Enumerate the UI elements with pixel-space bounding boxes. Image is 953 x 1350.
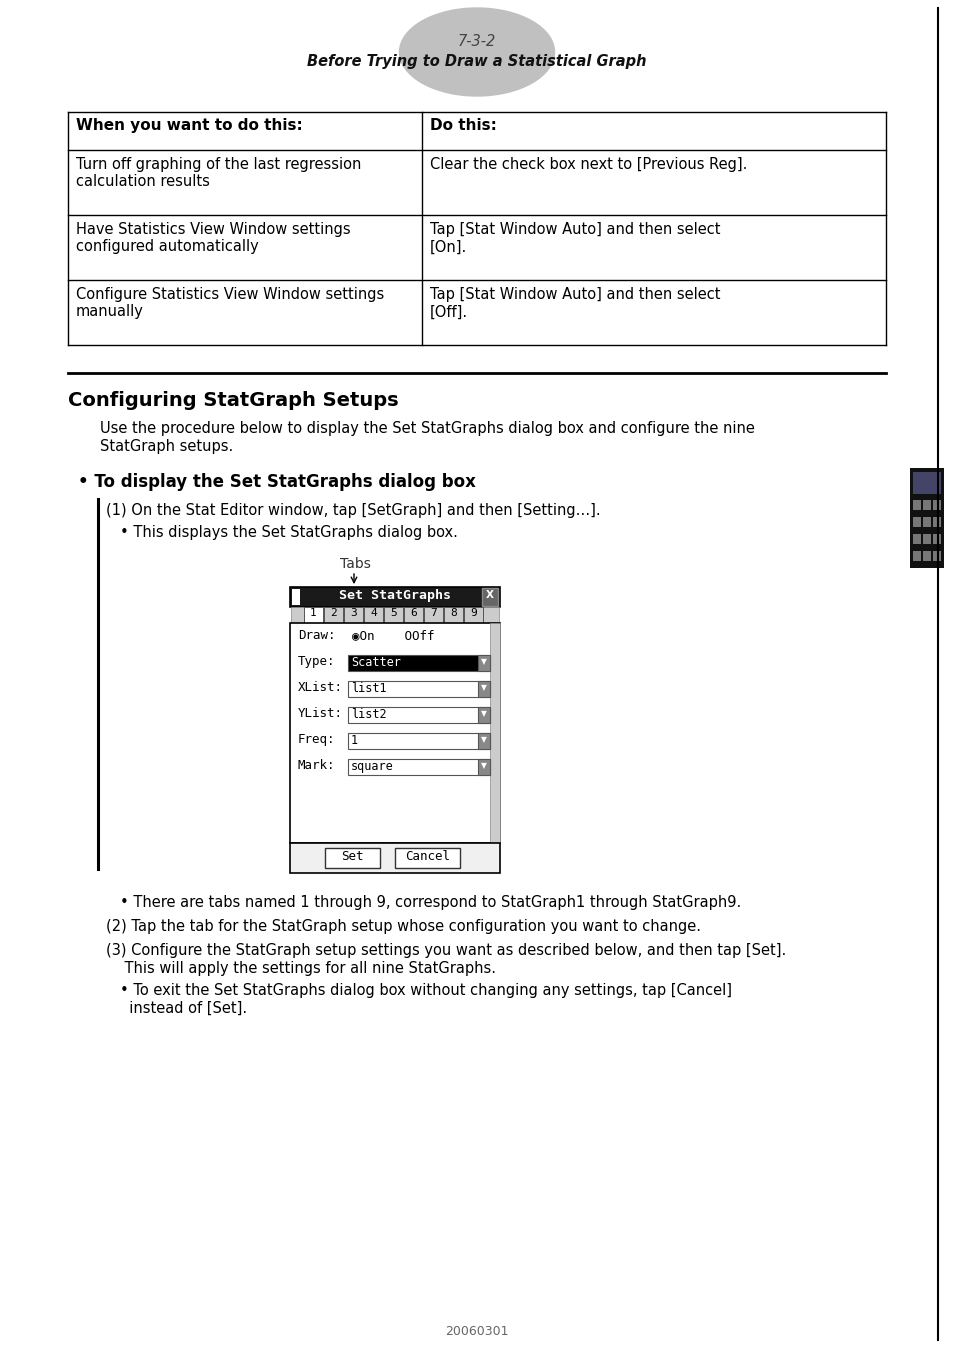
Text: ▼: ▼: [480, 683, 486, 693]
FancyBboxPatch shape: [477, 707, 490, 724]
Text: Set: Set: [341, 850, 363, 863]
Ellipse shape: [399, 8, 554, 96]
FancyBboxPatch shape: [477, 655, 490, 671]
FancyBboxPatch shape: [292, 589, 299, 605]
FancyBboxPatch shape: [364, 608, 382, 622]
FancyBboxPatch shape: [490, 622, 499, 842]
Text: 1: 1: [351, 734, 357, 747]
Text: Configuring StatGraph Setups: Configuring StatGraph Setups: [68, 392, 398, 410]
Text: Mark:: Mark:: [297, 759, 335, 772]
Text: 7-3-2: 7-3-2: [457, 34, 496, 49]
Text: Use the procedure below to display the Set StatGraphs dialog box and configure t: Use the procedure below to display the S…: [100, 421, 754, 436]
Text: 1: 1: [310, 608, 316, 618]
FancyBboxPatch shape: [912, 517, 920, 526]
Text: Configure Statistics View Window settings
manually: Configure Statistics View Window setting…: [76, 288, 384, 320]
FancyBboxPatch shape: [923, 517, 930, 526]
Text: list2: list2: [351, 707, 386, 721]
Text: Freq:: Freq:: [297, 733, 335, 747]
FancyBboxPatch shape: [348, 680, 490, 697]
Text: When you want to do this:: When you want to do this:: [76, 117, 302, 134]
FancyBboxPatch shape: [932, 551, 940, 562]
FancyBboxPatch shape: [395, 848, 459, 868]
FancyBboxPatch shape: [477, 759, 490, 775]
Text: (2) Tap the tab for the StatGraph setup whose configuration you want to change.: (2) Tap the tab for the StatGraph setup …: [106, 919, 700, 934]
FancyBboxPatch shape: [290, 622, 499, 842]
Text: Tap [Stat Window Auto] and then select
[Off].: Tap [Stat Window Auto] and then select […: [430, 288, 720, 320]
Text: Draw:: Draw:: [297, 629, 335, 643]
Text: ▼: ▼: [480, 657, 486, 666]
Text: • This displays the Set StatGraphs dialog box.: • This displays the Set StatGraphs dialo…: [120, 525, 457, 540]
Text: Tap [Stat Window Auto] and then select
[On].: Tap [Stat Window Auto] and then select […: [430, 221, 720, 254]
FancyBboxPatch shape: [912, 551, 920, 562]
Text: • To display the Set StatGraphs dialog box: • To display the Set StatGraphs dialog b…: [78, 472, 476, 491]
FancyBboxPatch shape: [443, 608, 462, 622]
FancyBboxPatch shape: [403, 608, 422, 622]
FancyBboxPatch shape: [477, 733, 490, 749]
FancyBboxPatch shape: [348, 733, 490, 749]
Text: ▼: ▼: [480, 709, 486, 718]
FancyBboxPatch shape: [481, 589, 497, 606]
FancyBboxPatch shape: [324, 608, 343, 622]
FancyBboxPatch shape: [423, 608, 442, 622]
Text: ▼: ▼: [480, 734, 486, 744]
Text: Tabs: Tabs: [339, 558, 371, 571]
Text: (1) On the Stat Editor window, tap [SetGraph] and then [Setting…].: (1) On the Stat Editor window, tap [SetG…: [106, 504, 600, 518]
Text: 4: 4: [370, 608, 376, 618]
Text: Type:: Type:: [297, 655, 335, 668]
FancyBboxPatch shape: [909, 468, 943, 568]
FancyBboxPatch shape: [348, 759, 490, 775]
Text: instead of [Set].: instead of [Set].: [120, 1000, 247, 1017]
FancyBboxPatch shape: [290, 587, 499, 608]
FancyBboxPatch shape: [290, 842, 499, 873]
Text: ▼: ▼: [480, 761, 486, 770]
Text: list1: list1: [351, 682, 386, 695]
FancyBboxPatch shape: [477, 680, 490, 697]
FancyBboxPatch shape: [463, 608, 482, 622]
Text: (3) Configure the StatGraph setup settings you want as described below, and then: (3) Configure the StatGraph setup settin…: [106, 944, 785, 958]
Text: XList:: XList:: [297, 680, 343, 694]
Text: 5: 5: [390, 608, 396, 618]
Text: • There are tabs named 1 through 9, correspond to StatGraph1 through StatGraph9.: • There are tabs named 1 through 9, corr…: [120, 895, 740, 910]
Text: 8: 8: [450, 608, 456, 618]
FancyBboxPatch shape: [291, 608, 498, 622]
Text: Set StatGraphs: Set StatGraphs: [338, 589, 451, 602]
Text: Cancel: Cancel: [405, 850, 450, 863]
FancyBboxPatch shape: [923, 551, 930, 562]
FancyBboxPatch shape: [912, 535, 920, 544]
Text: X: X: [485, 590, 494, 599]
FancyBboxPatch shape: [384, 608, 402, 622]
Text: StatGraph setups.: StatGraph setups.: [100, 439, 233, 454]
Text: YList:: YList:: [297, 707, 343, 720]
FancyBboxPatch shape: [932, 535, 940, 544]
FancyBboxPatch shape: [923, 500, 930, 510]
Text: Before Trying to Draw a Statistical Graph: Before Trying to Draw a Statistical Grap…: [307, 54, 646, 69]
Text: 7: 7: [430, 608, 436, 618]
Text: Turn off graphing of the last regression
calculation results: Turn off graphing of the last regression…: [76, 157, 361, 189]
Text: 3: 3: [350, 608, 356, 618]
Text: Do this:: Do this:: [430, 117, 497, 134]
FancyBboxPatch shape: [912, 472, 940, 494]
FancyBboxPatch shape: [304, 608, 323, 622]
FancyBboxPatch shape: [923, 535, 930, 544]
FancyBboxPatch shape: [325, 848, 379, 868]
Text: Scatter: Scatter: [351, 656, 400, 670]
FancyBboxPatch shape: [932, 500, 940, 510]
Text: 20060301: 20060301: [445, 1324, 508, 1338]
Text: Have Statistics View Window settings
configured automatically: Have Statistics View Window settings con…: [76, 221, 351, 254]
Text: square: square: [351, 760, 394, 774]
FancyBboxPatch shape: [348, 655, 490, 671]
FancyBboxPatch shape: [348, 707, 490, 724]
Text: This will apply the settings for all nine StatGraphs.: This will apply the settings for all nin…: [106, 961, 496, 976]
FancyBboxPatch shape: [344, 608, 363, 622]
Text: ◉On    OOff: ◉On OOff: [352, 629, 434, 643]
FancyBboxPatch shape: [932, 517, 940, 526]
Text: 2: 2: [330, 608, 336, 618]
Text: 6: 6: [410, 608, 416, 618]
FancyBboxPatch shape: [912, 500, 920, 510]
Text: 9: 9: [470, 608, 476, 618]
Text: Clear the check box next to [Previous Reg].: Clear the check box next to [Previous Re…: [430, 157, 746, 171]
Text: • To exit the Set StatGraphs dialog box without changing any settings, tap [Canc: • To exit the Set StatGraphs dialog box …: [120, 983, 731, 998]
